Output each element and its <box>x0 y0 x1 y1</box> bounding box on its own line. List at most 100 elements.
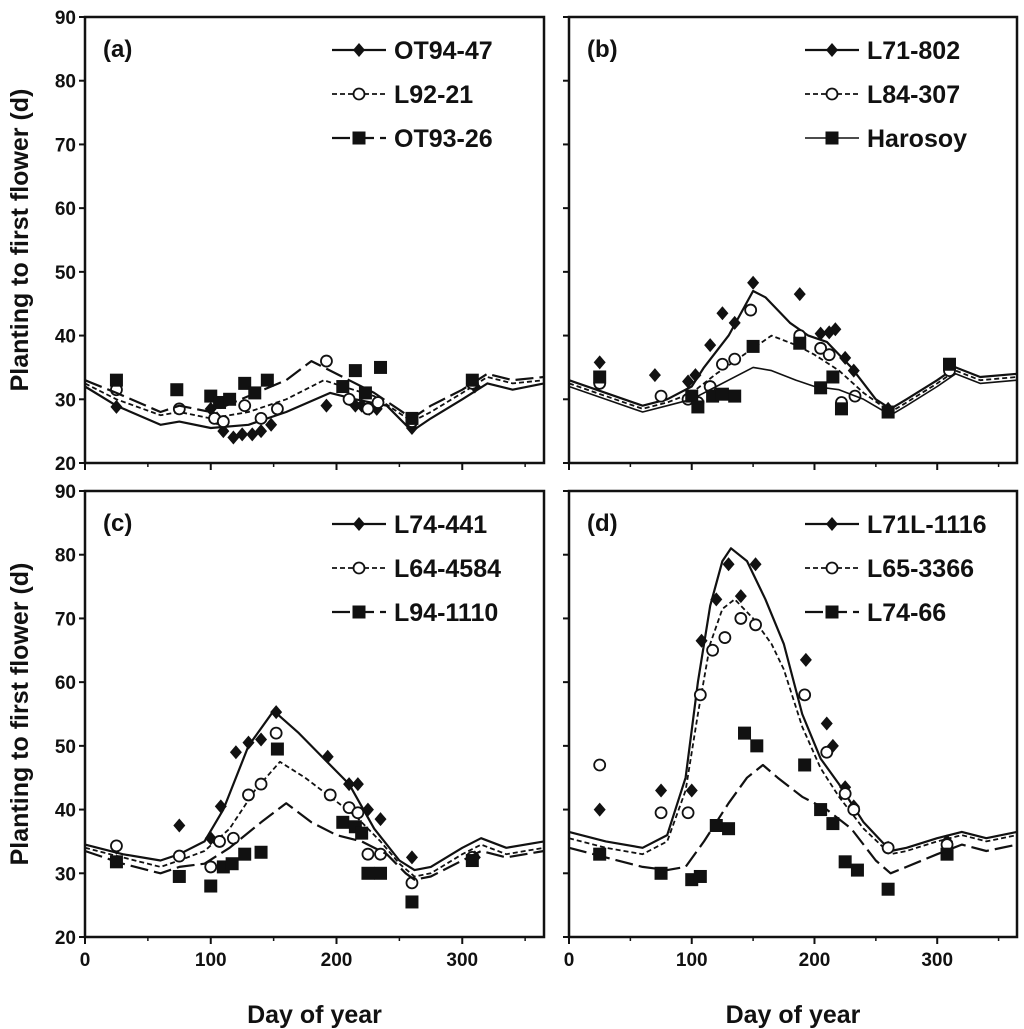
data-point <box>749 618 762 632</box>
y-tick-label: 40 <box>55 327 76 348</box>
panel-3: 0 100 200 300 Day of year (d) L71L-1116 L65-336… <box>563 489 1019 1029</box>
legend-entry: L74-66 <box>867 599 946 627</box>
panel-0: 20 30 40 50 60 70 80 90 Planting to first flower… <box>6 8 546 475</box>
y-tick-label: 20 <box>55 928 76 949</box>
panel-label: (a) <box>103 36 132 63</box>
data-point <box>246 427 259 442</box>
x-tick-label: 300 <box>921 950 953 971</box>
data-point <box>254 777 268 791</box>
data-point <box>342 392 356 406</box>
y-tick-label: 50 <box>55 263 76 284</box>
x-tick-label: 200 <box>321 950 353 971</box>
data-point <box>710 592 723 607</box>
legend-entry: L92-21 <box>394 81 473 109</box>
data-point <box>749 557 762 572</box>
data-point <box>593 847 607 861</box>
legend-entry: OT93-26 <box>394 125 493 153</box>
legend-marker <box>825 561 839 575</box>
data-point <box>814 381 828 395</box>
y-tick-label: 20 <box>55 454 76 475</box>
legend-marker <box>353 517 365 531</box>
data-point <box>172 869 186 883</box>
x-tick-label: 300 <box>446 950 478 971</box>
y-axis-title: Planting to first flower (d) <box>6 89 34 392</box>
data-point <box>374 812 387 827</box>
data-point <box>248 386 262 400</box>
data-point <box>940 847 954 861</box>
data-point <box>814 326 827 341</box>
legend-marker <box>352 87 366 101</box>
data-point <box>942 357 956 371</box>
data-point <box>271 402 284 416</box>
data-point <box>343 777 356 792</box>
panel-2: 20 30 40 50 60 70 80 90 0 100 200 300 Planting to fi… <box>6 482 546 1029</box>
legend-marker <box>352 605 366 619</box>
data-point <box>750 739 764 753</box>
data-point <box>681 806 695 820</box>
series-0 <box>568 547 1018 855</box>
y-tick-label: 50 <box>55 737 76 758</box>
data-point <box>270 705 283 720</box>
plot-frame <box>567 15 1019 465</box>
data-point <box>718 631 732 644</box>
data-point <box>254 411 268 425</box>
data-point <box>728 315 741 330</box>
y-tick-label: 60 <box>55 199 76 220</box>
data-point <box>655 783 668 798</box>
data-point <box>238 376 252 390</box>
y-tick-label: 80 <box>55 546 76 567</box>
legend-entry: L71L-1116 <box>867 511 987 539</box>
legend-marker <box>352 561 366 575</box>
legend-marker <box>825 131 839 145</box>
data-point <box>109 855 123 869</box>
series-2 <box>568 726 1018 896</box>
data-point <box>715 387 729 401</box>
data-point <box>238 847 252 861</box>
data-point <box>798 758 812 772</box>
data-point <box>814 341 828 355</box>
data-point <box>204 879 218 893</box>
data-point <box>374 866 388 880</box>
data-point <box>405 411 419 425</box>
legend-entry: L94-1110 <box>394 599 498 627</box>
data-point <box>358 386 372 400</box>
y-axis-title: Planting to first flower (d) <box>6 563 34 866</box>
data-point <box>820 745 834 759</box>
series-1 <box>568 598 1018 856</box>
data-point <box>881 405 895 419</box>
data-point <box>728 389 742 403</box>
plot-frame <box>83 489 546 939</box>
data-point <box>172 849 186 863</box>
data-point <box>593 802 606 817</box>
data-point <box>744 303 758 317</box>
data-point <box>838 855 852 869</box>
data-point <box>654 866 668 880</box>
data-point <box>109 373 123 387</box>
data-point <box>320 354 333 368</box>
data-point <box>693 869 707 883</box>
series-0 <box>568 275 1018 416</box>
data-point <box>682 374 695 389</box>
data-point <box>693 688 707 702</box>
plot-frame <box>567 489 1019 939</box>
series-line <box>84 802 545 881</box>
y-tick-label: 90 <box>55 482 76 503</box>
data-point <box>321 749 334 764</box>
data-point <box>348 364 362 378</box>
data-point <box>405 850 418 865</box>
panel-label: (d) <box>587 510 618 537</box>
legend-marker <box>826 43 838 57</box>
y-tick-label: 40 <box>55 801 76 822</box>
data-point <box>214 799 227 814</box>
x-axis-title: Day of year <box>247 1001 382 1029</box>
legend-marker <box>352 131 366 145</box>
data-point <box>826 370 840 384</box>
x-axis-title: Day of year <box>726 1001 861 1029</box>
series-line <box>568 366 1018 416</box>
data-point <box>593 758 607 772</box>
data-point <box>734 612 748 625</box>
data-point <box>716 357 729 371</box>
data-point <box>242 788 255 802</box>
y-tick-label: 70 <box>55 135 76 156</box>
